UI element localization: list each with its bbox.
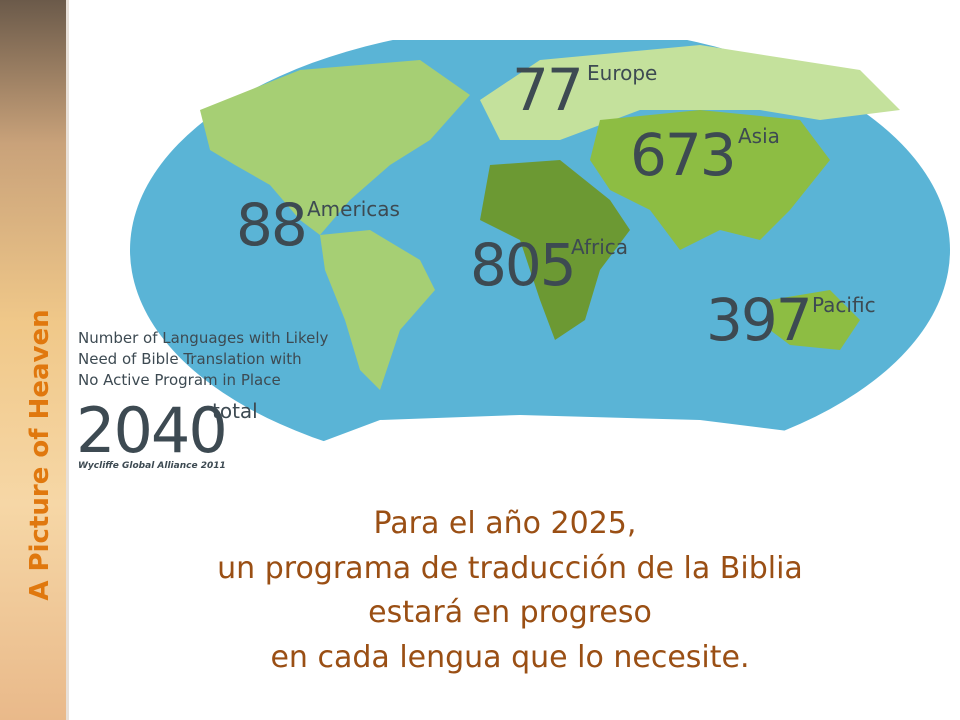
legend-line: Need of Bible Translation with bbox=[78, 350, 302, 368]
legend: Number of Languages with Likely Need of … bbox=[76, 329, 329, 471]
region-value: 88 bbox=[236, 191, 306, 259]
region-value: 77 bbox=[512, 56, 582, 124]
region-label: Africa bbox=[571, 235, 628, 259]
legend-line: No Active Program in Place bbox=[78, 371, 281, 389]
region-label: Europe bbox=[587, 61, 657, 85]
europe bbox=[480, 45, 900, 140]
caption: Para el año 2025, un programa de traducc… bbox=[217, 506, 803, 675]
region-label: Americas bbox=[307, 197, 400, 221]
sidebar-title: A Picture of Heaven bbox=[25, 309, 55, 600]
region-value: 397 bbox=[706, 286, 811, 354]
legend-total-label: total bbox=[212, 399, 258, 423]
legend-line: Number of Languages with Likely bbox=[78, 329, 329, 347]
africa bbox=[480, 160, 630, 340]
region-labels: 77 Europe 673 Asia 88 Americas 805 Afric… bbox=[236, 56, 876, 354]
legend-total: 2040 bbox=[76, 394, 226, 467]
world-map bbox=[130, 40, 950, 455]
caption-line: Para el año 2025, bbox=[374, 506, 637, 541]
sidebar-edge bbox=[66, 0, 69, 720]
antarctica bbox=[300, 415, 890, 455]
caption-line: un programa de traducción de la Biblia bbox=[217, 551, 803, 586]
region-value: 673 bbox=[630, 121, 735, 189]
region-value: 805 bbox=[470, 231, 575, 299]
south-america bbox=[320, 230, 435, 390]
sidebar bbox=[0, 0, 66, 720]
asia bbox=[590, 110, 830, 250]
legend-source: Wycliffe Global Alliance 2011 bbox=[78, 461, 226, 471]
region-label: Pacific bbox=[812, 293, 876, 317]
caption-line: en cada lengua que lo necesite. bbox=[270, 640, 749, 675]
australia bbox=[770, 290, 860, 350]
caption-line: estará en progreso bbox=[368, 595, 652, 630]
north-america bbox=[200, 60, 470, 235]
region-label: Asia bbox=[738, 124, 780, 148]
